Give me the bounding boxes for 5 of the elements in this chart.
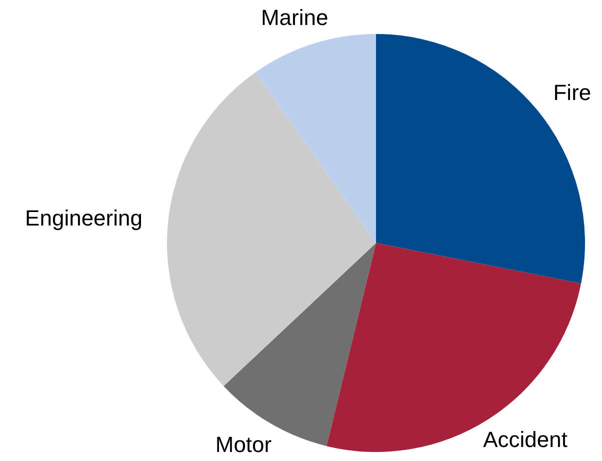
slice-label: Fire <box>553 80 592 105</box>
slice-label: Marine <box>260 5 328 30</box>
slice-label: Engineering <box>25 205 142 230</box>
slice-label: Motor <box>215 432 272 458</box>
slice-label: Accident <box>483 427 568 452</box>
